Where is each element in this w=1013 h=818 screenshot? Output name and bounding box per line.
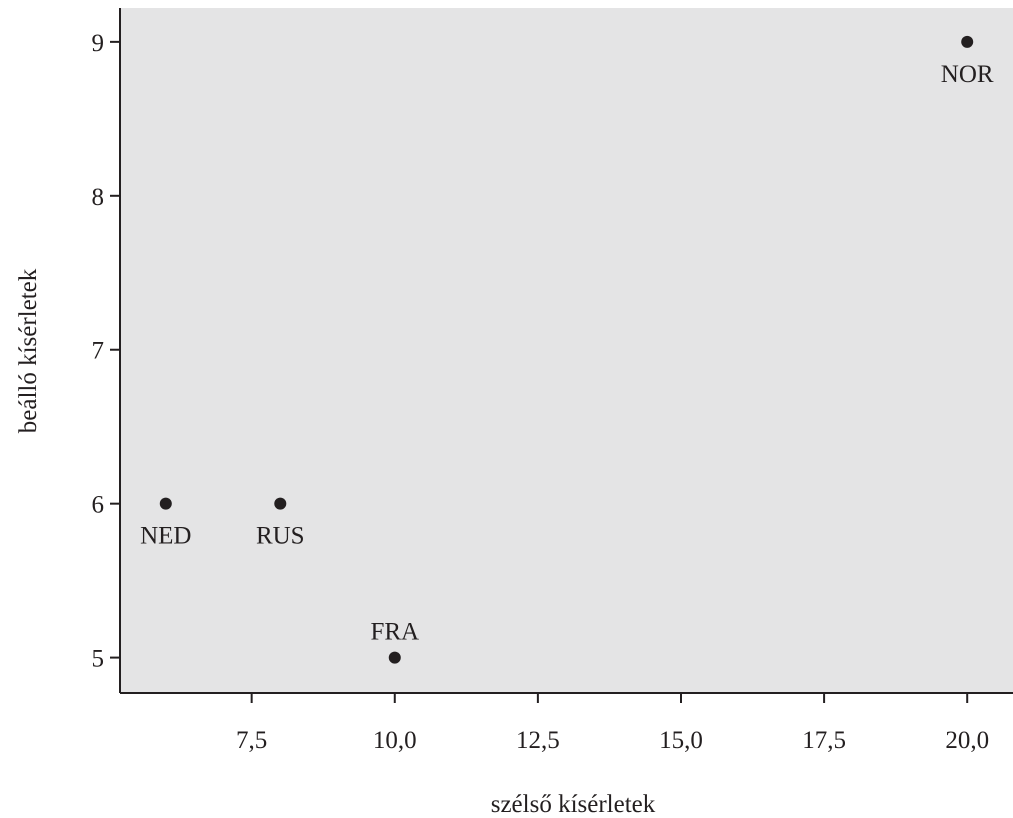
data-point-rus bbox=[274, 497, 287, 510]
plot-background bbox=[120, 8, 1013, 693]
x-tick-label: 20,0 bbox=[945, 727, 989, 754]
x-tick-label: 17,5 bbox=[802, 727, 846, 754]
x-tick-label: 10,0 bbox=[373, 727, 417, 754]
data-point-nor bbox=[961, 35, 974, 48]
point-label-rus: RUS bbox=[256, 523, 305, 550]
x-tick-label: 12,5 bbox=[516, 727, 560, 754]
x-axis: 7,5 10,0 12,5 15,0 17,5 20,0 bbox=[120, 692, 1013, 754]
x-tick-label: 7,5 bbox=[236, 727, 267, 754]
y-tick-label: 7 bbox=[92, 338, 105, 365]
point-label-fra: FRA bbox=[370, 619, 419, 646]
y-axis-title: beálló kísérletek bbox=[15, 268, 42, 433]
y-tick-label: 9 bbox=[92, 30, 105, 57]
data-point-fra bbox=[388, 651, 401, 664]
points-layer: NED RUS FRA NOR bbox=[140, 35, 994, 664]
point-label-nor: NOR bbox=[941, 61, 994, 88]
y-tick-label: 5 bbox=[92, 646, 105, 673]
point-label-ned: NED bbox=[140, 523, 191, 550]
x-axis-title: szélső kísérletek bbox=[491, 791, 656, 818]
y-tick-label: 8 bbox=[92, 184, 105, 211]
y-axis: 5 6 7 8 9 bbox=[92, 8, 121, 693]
data-point-ned bbox=[159, 497, 172, 510]
x-tick-label: 15,0 bbox=[659, 727, 703, 754]
y-tick-label: 6 bbox=[92, 492, 105, 519]
